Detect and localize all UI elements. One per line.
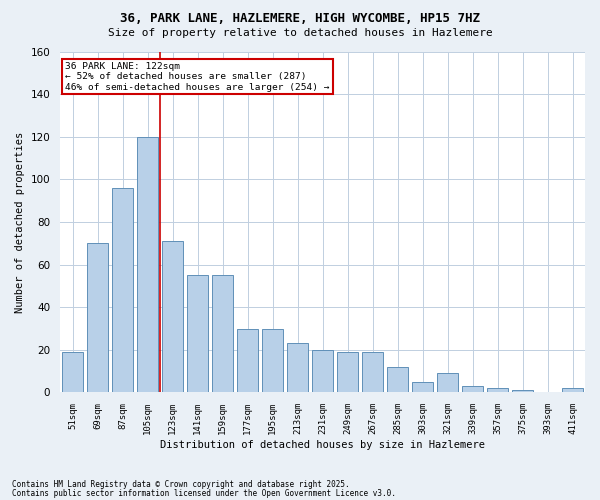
Text: Size of property relative to detached houses in Hazlemere: Size of property relative to detached ho… bbox=[107, 28, 493, 38]
Text: 36 PARK LANE: 122sqm
← 52% of detached houses are smaller (287)
46% of semi-deta: 36 PARK LANE: 122sqm ← 52% of detached h… bbox=[65, 62, 330, 92]
Bar bbox=[137, 136, 158, 392]
Bar bbox=[162, 241, 183, 392]
Bar bbox=[237, 328, 258, 392]
Text: 36, PARK LANE, HAZLEMERE, HIGH WYCOMBE, HP15 7HZ: 36, PARK LANE, HAZLEMERE, HIGH WYCOMBE, … bbox=[120, 12, 480, 26]
Bar bbox=[287, 344, 308, 392]
Bar bbox=[437, 374, 458, 392]
Bar bbox=[412, 382, 433, 392]
Text: Contains public sector information licensed under the Open Government Licence v3: Contains public sector information licen… bbox=[12, 488, 396, 498]
Bar bbox=[312, 350, 333, 393]
Bar bbox=[62, 352, 83, 393]
Bar bbox=[187, 276, 208, 392]
Bar bbox=[212, 276, 233, 392]
Text: Contains HM Land Registry data © Crown copyright and database right 2025.: Contains HM Land Registry data © Crown c… bbox=[12, 480, 350, 489]
Bar bbox=[512, 390, 533, 392]
Bar bbox=[87, 244, 108, 392]
Bar bbox=[337, 352, 358, 393]
Bar bbox=[112, 188, 133, 392]
Y-axis label: Number of detached properties: Number of detached properties bbox=[15, 132, 25, 312]
Bar bbox=[562, 388, 583, 392]
Bar bbox=[362, 352, 383, 393]
Bar bbox=[262, 328, 283, 392]
Bar bbox=[487, 388, 508, 392]
Bar bbox=[462, 386, 483, 392]
X-axis label: Distribution of detached houses by size in Hazlemere: Distribution of detached houses by size … bbox=[160, 440, 485, 450]
Bar bbox=[387, 367, 408, 392]
